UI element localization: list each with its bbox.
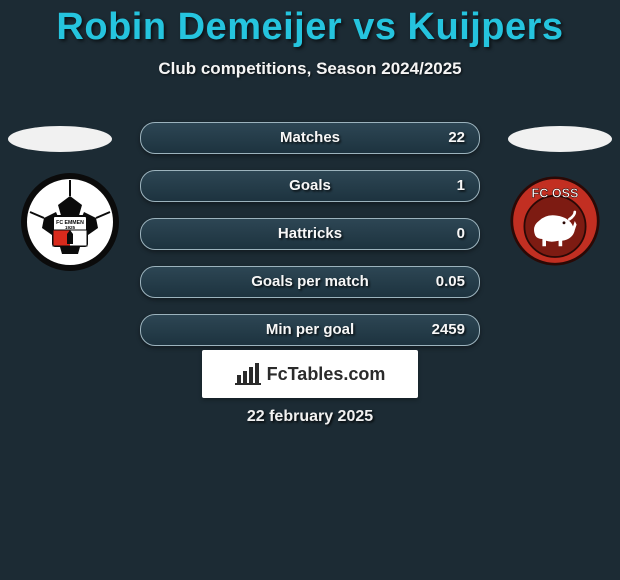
footer-date: 22 february 2025 (0, 408, 620, 426)
brand-text: FcTables.com (267, 364, 386, 385)
player-shadow-right (508, 126, 612, 152)
logo-left-year: 1925 (65, 225, 76, 230)
stat-label: Matches (141, 123, 479, 153)
comparison-card: Robin Demeijer vs Kuijpers Club competit… (0, 0, 620, 580)
club-logo-right: FC OSS (510, 176, 600, 266)
stats-panel: Matches 22 Goals 1 Hattricks 0 Goals per… (140, 122, 480, 362)
stat-row: Matches 22 (140, 122, 480, 154)
logo-right-text: FC OSS (532, 187, 579, 201)
stat-value: 2459 (432, 315, 465, 345)
stat-label: Goals (141, 171, 479, 201)
stat-label: Goals per match (141, 267, 479, 297)
player-shadow-left (8, 126, 112, 152)
stat-value: 0 (457, 219, 465, 249)
stat-label: Hattricks (141, 219, 479, 249)
stat-row: Goals per match 0.05 (140, 266, 480, 298)
stat-row: Goals 1 (140, 170, 480, 202)
stat-row: Min per goal 2459 (140, 314, 480, 346)
stat-row: Hattricks 0 (140, 218, 480, 250)
club-logo-left: FC EMMEN 1925 (20, 172, 120, 272)
page-subtitle: Club competitions, Season 2024/2025 (0, 59, 620, 79)
stat-label: Min per goal (141, 315, 479, 345)
stat-value: 0.05 (436, 267, 465, 297)
stat-value: 1 (457, 171, 465, 201)
stat-value: 22 (448, 123, 465, 153)
fc-emmen-logo-icon: FC EMMEN 1925 (20, 172, 120, 282)
brand-badge: FcTables.com (202, 350, 418, 398)
bar-chart-icon (235, 363, 261, 385)
page-title: Robin Demeijer vs Kuijpers (0, 0, 620, 49)
fc-oss-logo-icon: FC OSS (510, 176, 600, 266)
